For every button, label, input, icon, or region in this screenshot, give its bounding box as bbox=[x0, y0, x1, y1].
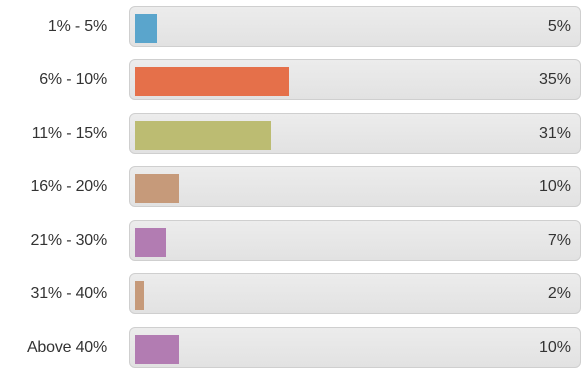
bar bbox=[135, 174, 179, 203]
bar-track: 10% bbox=[129, 166, 581, 207]
value-label: 2% bbox=[547, 285, 571, 302]
value-label: 31% bbox=[538, 125, 571, 142]
bar bbox=[135, 14, 157, 43]
bar bbox=[135, 228, 166, 257]
value-label: 10% bbox=[538, 339, 571, 356]
bar bbox=[135, 67, 289, 96]
category-label: 6% - 10% bbox=[39, 71, 107, 88]
bar-track: 10% bbox=[129, 327, 581, 368]
value-label: 35% bbox=[538, 71, 571, 88]
category-label: Above 40% bbox=[26, 339, 107, 356]
category-label: 1% - 5% bbox=[47, 18, 107, 35]
bar bbox=[135, 335, 179, 364]
value-label: 5% bbox=[547, 18, 571, 35]
category-label: 11% - 15% bbox=[31, 125, 107, 142]
bar-row: 11% - 15% 31% bbox=[0, 113, 585, 154]
bar-row: 1% - 5% 5% bbox=[0, 6, 585, 47]
bar-row: 31% - 40% 2% bbox=[0, 273, 585, 314]
category-label: 21% - 30% bbox=[30, 232, 108, 249]
category-label: 16% - 20% bbox=[30, 178, 108, 195]
value-label: 7% bbox=[547, 232, 571, 249]
bar-track: 5% bbox=[129, 6, 581, 47]
bar bbox=[135, 121, 271, 150]
category-label: 31% - 40% bbox=[30, 285, 108, 302]
bar-track: 2% bbox=[129, 273, 581, 314]
bar-track: 31% bbox=[129, 113, 581, 154]
bar-row: Above 40% 10% bbox=[0, 327, 585, 368]
bar-track: 35% bbox=[129, 59, 581, 100]
bar bbox=[135, 281, 144, 310]
bar-row: 21% - 30% 7% bbox=[0, 220, 585, 261]
bar-track: 7% bbox=[129, 220, 581, 261]
bar-row: 6% - 10% 35% bbox=[0, 59, 585, 100]
bar-row: 16% - 20% 10% bbox=[0, 166, 585, 207]
value-label: 10% bbox=[538, 178, 571, 195]
